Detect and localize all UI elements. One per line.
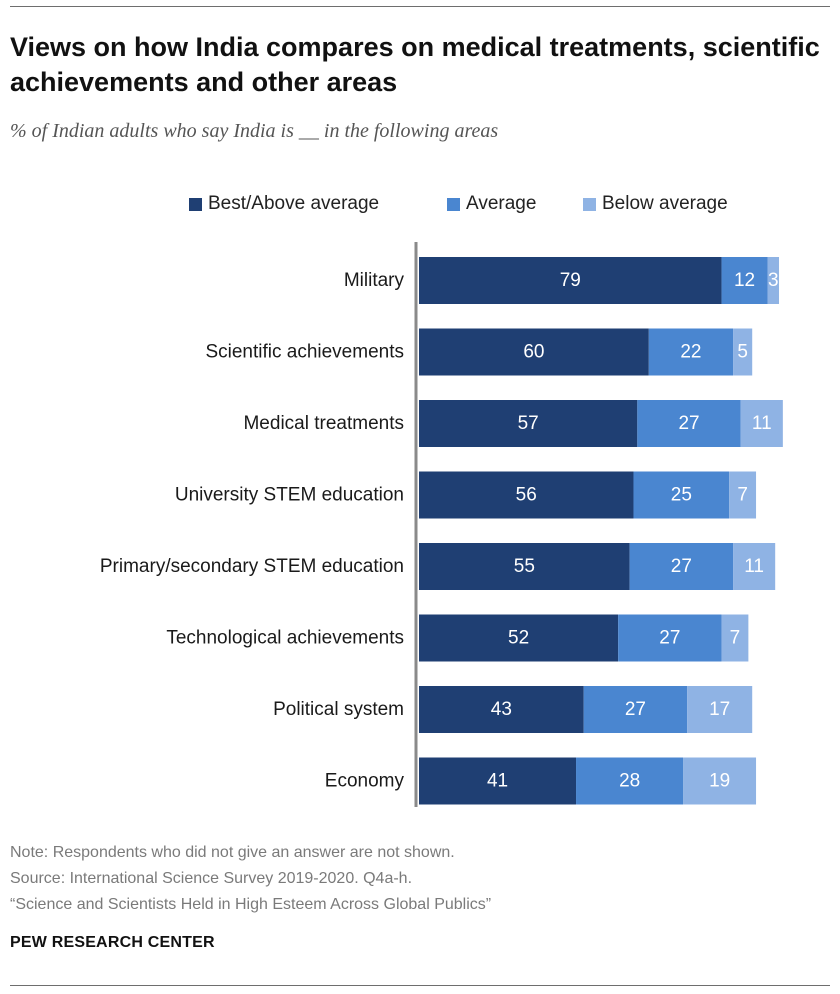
data-label-best: 43	[491, 699, 512, 720]
data-label-average: 27	[625, 699, 646, 720]
data-label-best: 55	[514, 556, 535, 577]
data-label-average: 12	[734, 270, 755, 291]
bar-segment-below	[683, 757, 757, 805]
bar-segment-average	[648, 328, 734, 376]
footer-report: “Science and Scientists Held in High Est…	[10, 896, 492, 913]
legend-swatch-below	[583, 197, 596, 211]
bar-segment-best	[419, 257, 722, 304]
category-label: Primary/secondary STEM education	[100, 556, 404, 577]
category-label: Technological achievements	[166, 628, 404, 649]
bar-segment-average	[633, 471, 730, 519]
data-label-below: 17	[709, 699, 730, 720]
bar-segment-below	[733, 328, 753, 376]
bar-segment-best	[419, 471, 634, 519]
category-label: Scientific achievements	[205, 342, 404, 363]
data-label-average: 27	[678, 413, 699, 434]
bar-segment-best	[419, 686, 584, 733]
data-label-best: 57	[518, 413, 539, 434]
category-label: Military	[344, 270, 405, 291]
top-rule	[10, 6, 830, 7]
bottom-rule	[10, 985, 830, 986]
data-label-best: 79	[560, 270, 581, 291]
data-label-below: 7	[737, 485, 748, 506]
bar-segment-best	[419, 400, 638, 447]
legend-label-best: Best/Above average	[208, 193, 380, 214]
data-label-average: 27	[659, 628, 680, 649]
bar-segment-below	[729, 471, 757, 519]
stacked-bar-chart: Military 79 12 3 Scientific achievements 60 22…	[100, 242, 783, 807]
data-label-below: 5	[737, 342, 748, 363]
category-label: University STEM education	[175, 485, 404, 506]
legend-swatch-average	[447, 197, 460, 211]
bar-segment-average	[583, 686, 688, 733]
bar-segment-average	[721, 257, 768, 304]
bar-segment-average	[618, 614, 722, 662]
chart-subtitle: % of Indian adults who say India is __ i…	[10, 120, 499, 142]
bar-segment-below	[767, 257, 780, 304]
bar-segment-best	[419, 614, 619, 662]
footer-source: Source: International Science Survey 201…	[10, 870, 413, 887]
data-label-average: 22	[680, 342, 701, 363]
bar-segment-best	[419, 543, 630, 590]
data-label-below: 7	[730, 628, 741, 649]
legend-label-below: Below average	[602, 193, 728, 214]
data-label-below: 3	[768, 270, 779, 291]
data-label-best: 56	[516, 485, 537, 506]
bar-segment-average	[576, 757, 684, 805]
data-label-average: 25	[671, 485, 692, 506]
bar-segment-best	[419, 757, 577, 805]
category-label: Medical treatments	[243, 413, 404, 434]
data-label-below: 11	[744, 556, 764, 577]
legend-swatch-best	[189, 197, 202, 211]
bar-segment-average	[637, 400, 741, 447]
footer-note: Note: Respondents who did not give an an…	[10, 844, 455, 861]
bar-segment-below	[733, 543, 776, 590]
bar-segment-best	[419, 328, 649, 376]
data-label-below: 11	[752, 413, 772, 434]
legend-item-best: Best/Above average	[189, 193, 379, 215]
legend-item-average: Average	[447, 193, 536, 215]
brand-name: PEW RESEARCH CENTER	[10, 934, 215, 951]
bar-segment-average	[629, 543, 734, 590]
legend-label-average: Average	[466, 193, 537, 214]
data-label-below: 19	[709, 771, 730, 792]
legend-item-below: Below average	[583, 193, 728, 215]
category-label: Economy	[325, 771, 405, 792]
data-label-best: 41	[487, 771, 508, 792]
bar-segment-below	[740, 400, 783, 447]
data-label-best: 52	[508, 628, 529, 649]
bar-segment-below	[687, 686, 753, 733]
data-label-average: 27	[671, 556, 692, 577]
category-label: Political system	[273, 699, 404, 720]
data-label-average: 28	[619, 771, 640, 792]
chart-title: Views on how India compares on medical t…	[10, 32, 820, 97]
data-label-best: 60	[523, 342, 544, 363]
bar-segment-below	[721, 614, 749, 662]
